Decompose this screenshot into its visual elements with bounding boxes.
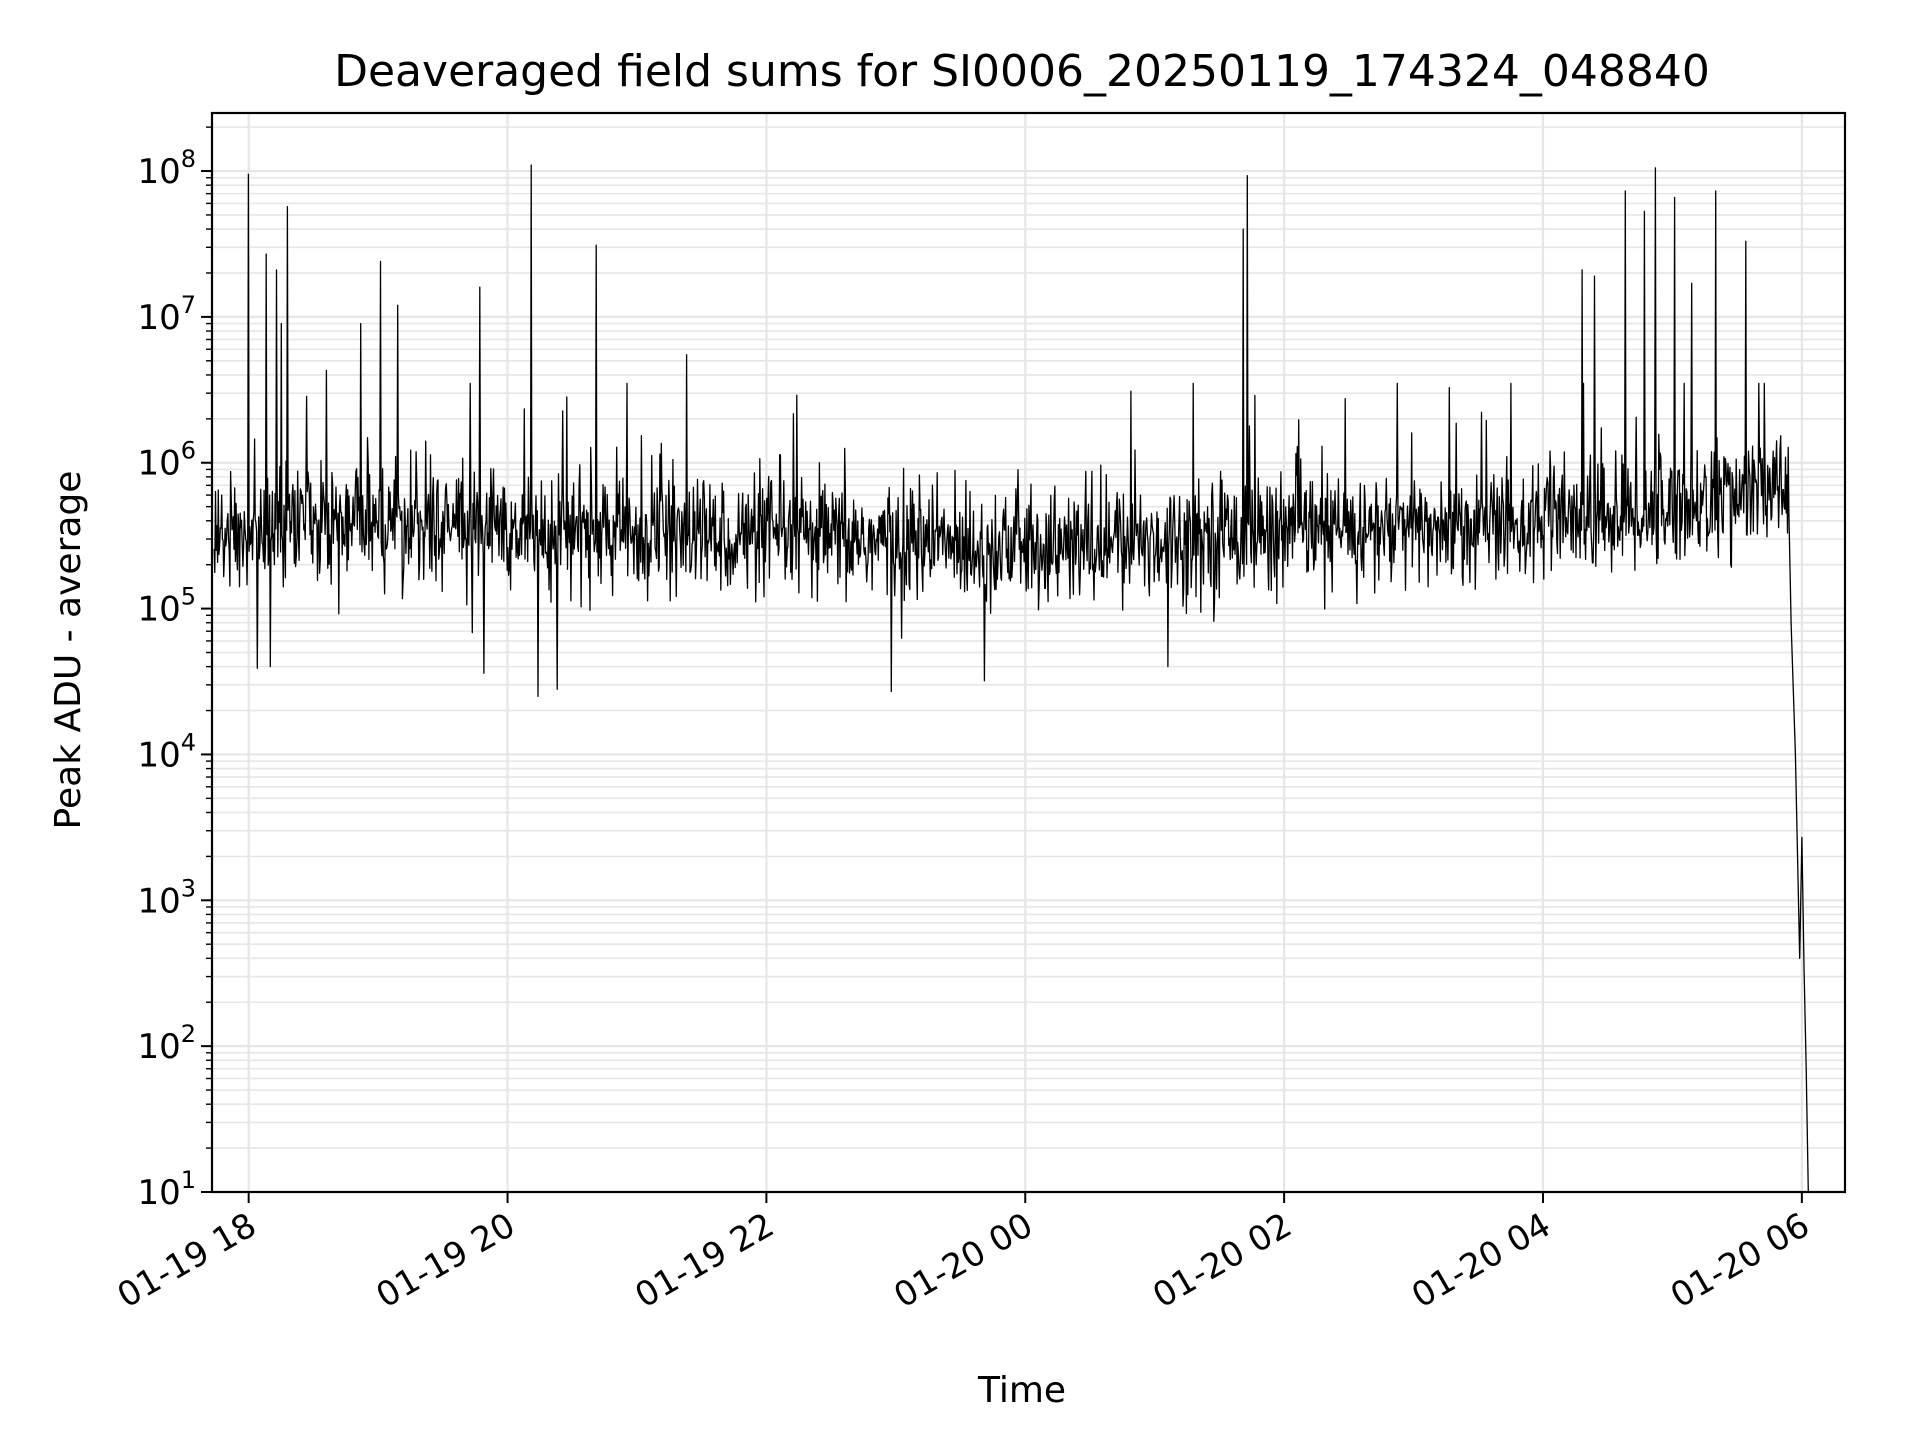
- y-tick-label: 108: [137, 145, 196, 192]
- data-series: [213, 164, 1809, 1193]
- x-axis-label: Time: [977, 1370, 1066, 1411]
- chart-title: Deaveraged field sums for SI0006_2025011…: [334, 46, 1710, 97]
- series-line: [213, 164, 1809, 1193]
- y-tick-label: 104: [137, 728, 196, 775]
- y-tick-label: 107: [137, 291, 196, 338]
- y-tick-label: 106: [137, 437, 196, 484]
- y-axis-label: Peak ADU - average: [48, 471, 89, 830]
- grid: [212, 113, 1845, 1194]
- y-tick-label: 102: [137, 1020, 196, 1067]
- y-tick-label: 101: [137, 1166, 196, 1213]
- y-tick-label: 105: [137, 583, 196, 630]
- y-tick-label: 103: [137, 874, 196, 921]
